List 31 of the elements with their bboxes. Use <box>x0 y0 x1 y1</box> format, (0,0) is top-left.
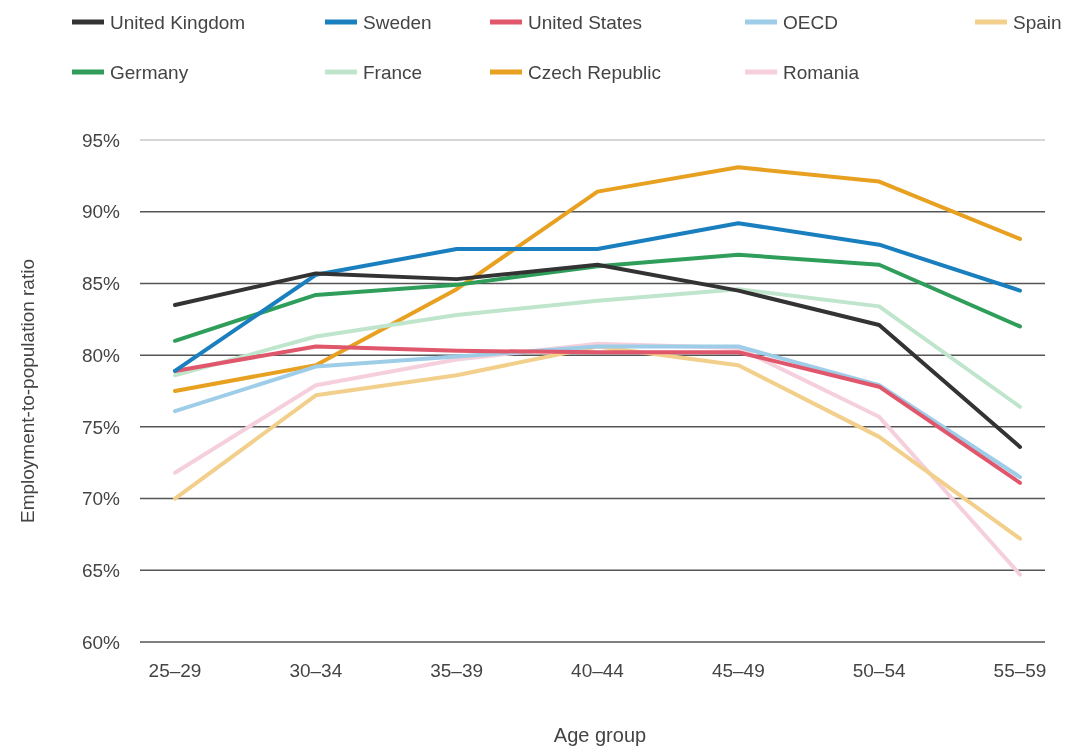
legend-label: United Kingdom <box>110 11 246 33</box>
x-tick-label: 30–34 <box>289 659 343 681</box>
y-tick-label: 80% <box>81 344 121 366</box>
line-series <box>173 287 1022 409</box>
y-tick-label: 65% <box>81 559 121 581</box>
line-series <box>173 252 1022 343</box>
y-axis-title: Employment-to-population ratio <box>17 258 38 524</box>
legend-label: France <box>363 61 423 83</box>
y-tick-label: 85% <box>81 273 121 295</box>
x-tick-label: 50–54 <box>852 659 907 681</box>
legend-label: United States <box>528 11 643 33</box>
y-tick-label: 60% <box>81 631 121 653</box>
legend-label: Spain <box>1013 11 1062 33</box>
legend-label: Czech Republic <box>528 61 662 83</box>
legend-label: Germany <box>110 61 189 83</box>
x-tick-label: 25–29 <box>148 659 202 681</box>
x-tick-label: 45–49 <box>711 659 765 681</box>
line-series <box>173 221 1022 373</box>
line-series <box>173 165 1022 393</box>
y-tick-label: 95% <box>81 129 121 151</box>
legend-label: Sweden <box>363 11 432 33</box>
legend-label: Romania <box>783 61 860 83</box>
x-tick-label: 35–39 <box>430 659 484 681</box>
y-tick-label: 70% <box>81 488 121 510</box>
line-series <box>173 262 1022 449</box>
x-tick-label: 40–44 <box>571 659 625 681</box>
y-tick-label: 75% <box>81 416 121 438</box>
x-axis-title: Age group <box>553 724 647 746</box>
x-tick-label: 55–59 <box>993 659 1047 681</box>
y-tick-label: 90% <box>81 201 121 223</box>
legend-label: OECD <box>783 11 838 33</box>
